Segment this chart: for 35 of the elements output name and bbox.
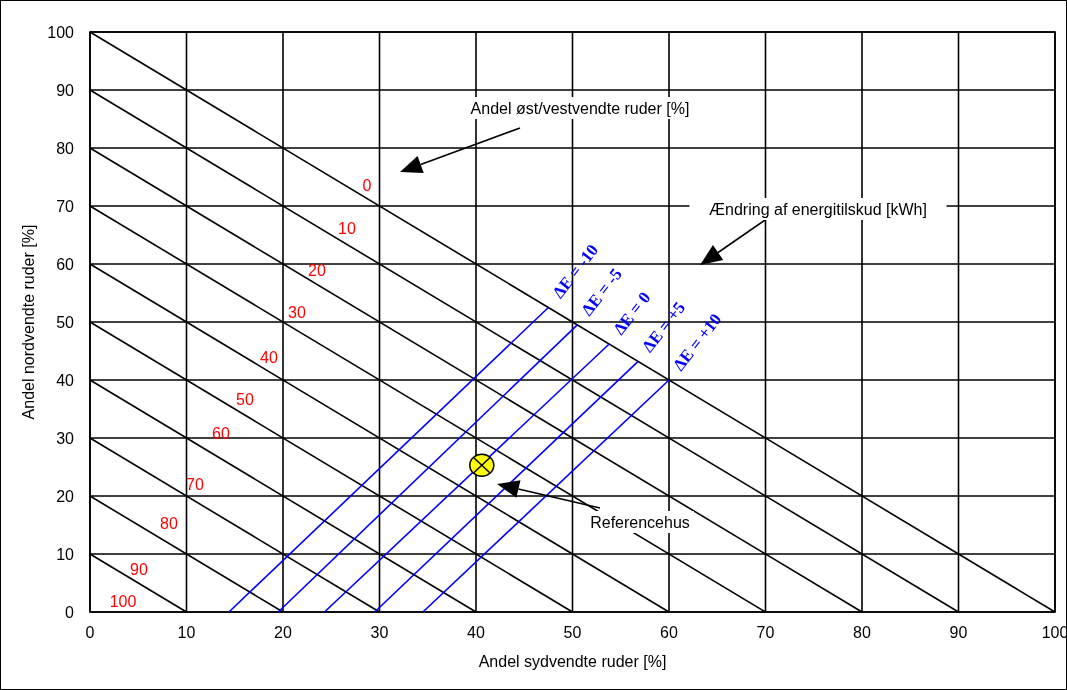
y-tick-label: 90: [56, 82, 75, 99]
x-tick-label: 80: [853, 624, 871, 641]
annotation: Ændring af energitilskud [kWh]: [709, 200, 927, 218]
x-tick-label: 0: [85, 624, 95, 641]
x-tick-label: 40: [467, 624, 485, 641]
y-axis-title: Andel nordvendte ruder [%]: [20, 224, 37, 420]
y-tick-label: 70: [56, 198, 75, 215]
y-tick-label: 0: [65, 604, 75, 621]
y-tick-label: 100: [47, 24, 75, 41]
annotation: 30: [288, 304, 306, 321]
x-tick-label: 20: [274, 624, 292, 641]
x-tick-label: 90: [949, 624, 968, 641]
y-tick-label: 30: [56, 430, 75, 447]
x-tick-label: 70: [756, 624, 775, 641]
annotation: 10: [338, 220, 356, 237]
annotation: Andel øst/vestvendte ruder [%]: [470, 99, 690, 117]
annotation: Referencehus: [590, 513, 690, 531]
annotation: 50: [236, 391, 254, 408]
annotation: 80: [160, 515, 178, 532]
annotation: 20: [308, 262, 326, 279]
x-tick-label: 60: [660, 624, 678, 641]
annotation: 90: [130, 561, 148, 578]
y-tick-label: 10: [56, 546, 75, 563]
annotation: 0: [362, 177, 372, 194]
x-axis-title: Andel sydvendte ruder [%]: [478, 653, 667, 670]
y-tick-label: 20: [56, 488, 75, 505]
x-tick-label: 10: [177, 624, 196, 641]
annotation: 100: [109, 593, 137, 610]
annotation: 40: [260, 349, 278, 366]
y-tick-label: 60: [56, 256, 75, 273]
x-tick-label: 30: [370, 624, 389, 641]
y-tick-label: 40: [56, 372, 75, 389]
y-tick-label: 80: [56, 140, 75, 157]
y-tick-label: 50: [56, 314, 75, 331]
x-tick-label: 50: [563, 624, 582, 641]
